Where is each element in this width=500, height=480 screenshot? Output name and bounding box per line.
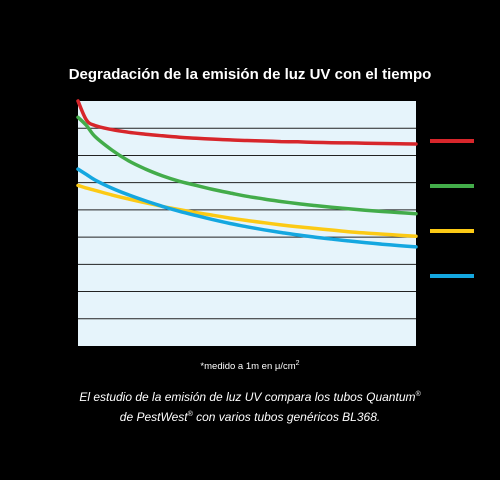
caption-line-2: de PestWest® con varios tubos genéricos … [119,410,381,424]
series-lines [76,99,418,249]
series-line-1 [76,99,418,146]
caption-line-1: El estudio de la emisión de luz UV compa… [79,390,421,404]
plot-area [78,101,416,346]
chart-title: Degradación de la emisión de luz UV con … [68,66,432,83]
caption: El estudio de la emisión de luz UV compa… [0,386,500,426]
gridlines [78,127,416,320]
series-line-3 [76,183,418,239]
series-line-2 [76,115,418,216]
legend [430,139,474,278]
footnote: *medido a 1m en μ/cm2 [200,360,300,373]
series-line-4 [76,167,418,249]
